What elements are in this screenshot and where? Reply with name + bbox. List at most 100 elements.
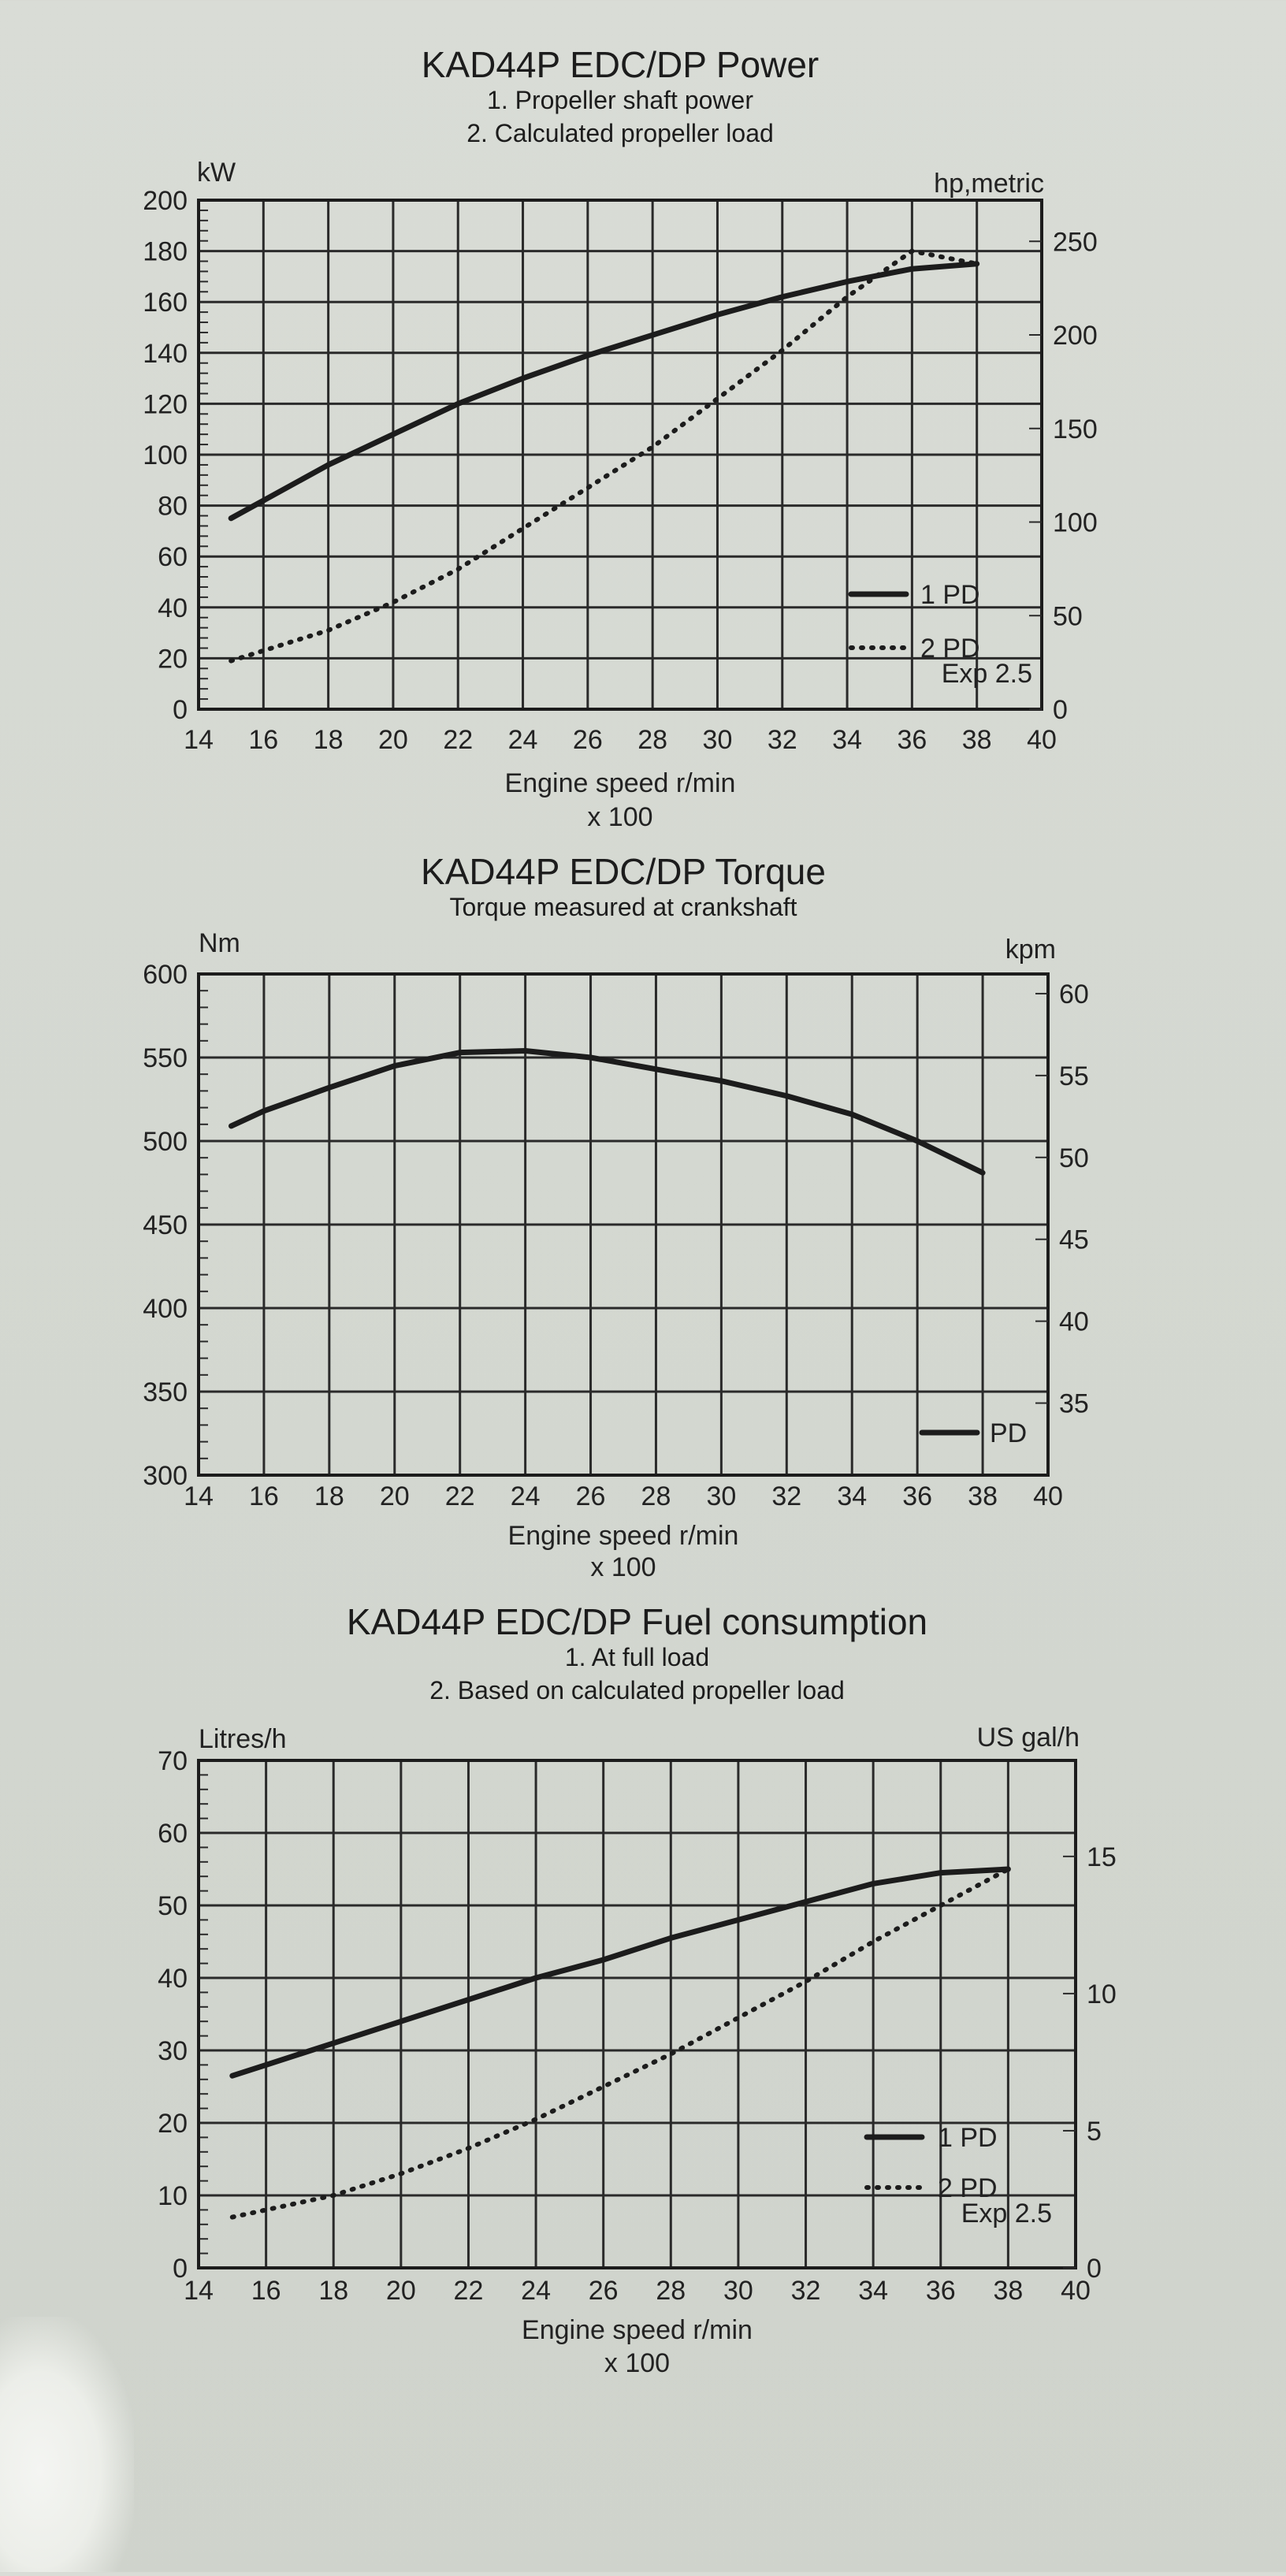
x-tick-label: 16: [249, 1481, 279, 1511]
y-left-tick-label: 600: [143, 960, 188, 990]
x-tick-label: 36: [926, 2276, 956, 2306]
x-tick-label: 18: [314, 725, 344, 755]
legend-label: PD: [990, 1418, 1027, 1448]
left-axis-unit: Litres/h: [199, 1724, 287, 1754]
x-tick-label: 16: [251, 2276, 281, 2306]
x-tick-label: 24: [508, 725, 538, 755]
x-tick-label: 38: [962, 725, 992, 755]
y-left-tick-label: 140: [143, 339, 188, 369]
chart-subtitle: 1. Propeller shaft power: [487, 86, 753, 114]
y-right-tick-label: 50: [1053, 601, 1083, 631]
x-axis-label: Engine speed r/min: [522, 2315, 753, 2345]
x-axis-label: Engine speed r/min: [508, 1521, 739, 1551]
x-tick-label: 28: [656, 2276, 686, 2306]
y-right-tick-label: 5: [1087, 2117, 1102, 2147]
chart-subtitle: Torque measured at crankshaft: [449, 893, 797, 921]
x-tick-label: 34: [837, 1481, 867, 1511]
x-tick-label: 26: [589, 2276, 619, 2306]
chart-subtitle: 2. Calculated propeller load: [466, 119, 774, 147]
legend-label: 1 PD: [938, 2123, 998, 2153]
x-tick-label: 34: [858, 2276, 888, 2306]
y-right-tick-label: 10: [1087, 1979, 1117, 2009]
legend-label: 2 PD: [938, 2173, 998, 2203]
right-axis-unit: hp,metric: [934, 169, 1044, 199]
x-tick-label: 26: [573, 725, 603, 755]
y-left-tick-label: 200: [143, 186, 188, 216]
x-tick-label: 22: [454, 2276, 484, 2306]
x-tick-label: 30: [723, 2276, 753, 2306]
y-right-tick-label: 55: [1059, 1061, 1089, 1091]
chart-subtitle: 1. At full load: [565, 1643, 709, 1671]
y-left-tick-label: 500: [143, 1127, 188, 1157]
legend-label: 1 PD: [920, 580, 980, 610]
chart-title: KAD44P EDC/DP Power: [422, 44, 820, 85]
y-left-tick-label: 10: [158, 2181, 188, 2211]
x-tick-label: 34: [832, 725, 862, 755]
plot-frame: [197, 972, 1050, 1477]
y-left-tick-label: 350: [143, 1377, 188, 1407]
x-tick-label: 28: [641, 1481, 671, 1511]
x-tick-label: 28: [637, 725, 667, 755]
x-tick-label: 24: [521, 2276, 551, 2306]
x-tick-label: 36: [897, 725, 927, 755]
x-tick-label: 32: [768, 725, 797, 755]
y-left-tick-label: 0: [173, 2254, 188, 2284]
y-right-tick-label: 60: [1059, 979, 1089, 1009]
paper-smudge: [0, 2317, 134, 2572]
x-tick-label: 14: [184, 725, 214, 755]
x-tick-label: 18: [314, 1481, 344, 1511]
series-line-1: [228, 1048, 986, 1176]
series-line-2: [229, 1867, 1011, 2220]
plot-frame: [197, 1759, 1077, 2269]
x-tick-label: 26: [576, 1481, 606, 1511]
x-tick-label: 30: [703, 725, 733, 755]
y-left-tick-label: 40: [158, 593, 188, 623]
y-left-tick-label: 300: [143, 1461, 188, 1491]
y-right-tick-label: 250: [1053, 227, 1098, 257]
y-left-tick-label: 450: [143, 1210, 188, 1240]
x-tick-label: 30: [706, 1481, 736, 1511]
legend-note: Exp 2.5: [961, 2199, 1052, 2228]
y-right-tick-label: 50: [1059, 1143, 1089, 1173]
x-axis-multiplier: x 100: [590, 1552, 656, 1582]
y-left-tick-label: 50: [158, 1891, 188, 1921]
x-axis-label: Engine speed r/min: [505, 768, 736, 798]
x-tick-label: 40: [1061, 2276, 1091, 2306]
right-axis-unit: kpm: [1005, 935, 1056, 965]
y-right-tick-label: 150: [1053, 414, 1098, 444]
x-tick-label: 22: [443, 725, 473, 755]
x-axis-multiplier: x 100: [604, 2348, 670, 2378]
chart-title: KAD44P EDC/DP Fuel consumption: [347, 1601, 927, 1642]
left-axis-unit: kW: [197, 158, 236, 188]
y-right-tick-label: 40: [1059, 1307, 1089, 1337]
y-left-tick-label: 60: [158, 542, 188, 572]
x-tick-label: 20: [380, 1481, 410, 1511]
left-axis-unit: Nm: [199, 928, 240, 958]
y-left-tick-label: 70: [158, 1746, 188, 1776]
legend-note: Exp 2.5: [942, 659, 1032, 689]
y-left-tick-label: 400: [143, 1294, 188, 1324]
x-tick-label: 24: [511, 1481, 541, 1511]
x-tick-label: 38: [968, 1481, 998, 1511]
x-tick-label: 20: [386, 2276, 416, 2306]
y-right-tick-label: 35: [1059, 1389, 1089, 1419]
y-left-tick-label: 80: [158, 492, 188, 522]
right-axis-unit: US gal/h: [977, 1723, 1080, 1753]
y-left-tick-label: 20: [158, 2109, 188, 2139]
y-right-tick-label: 0: [1087, 2254, 1102, 2284]
y-left-tick-label: 40: [158, 1964, 188, 1994]
chart-subtitle: 2. Based on calculated propeller load: [429, 1676, 845, 1704]
x-tick-label: 20: [378, 725, 408, 755]
x-tick-label: 18: [318, 2276, 348, 2306]
y-left-tick-label: 100: [143, 440, 188, 470]
series-line-1: [228, 261, 980, 522]
x-tick-label: 32: [791, 2276, 821, 2306]
x-tick-label: 14: [184, 1481, 214, 1511]
y-left-tick-label: 20: [158, 644, 188, 674]
x-tick-label: 14: [184, 2276, 214, 2306]
